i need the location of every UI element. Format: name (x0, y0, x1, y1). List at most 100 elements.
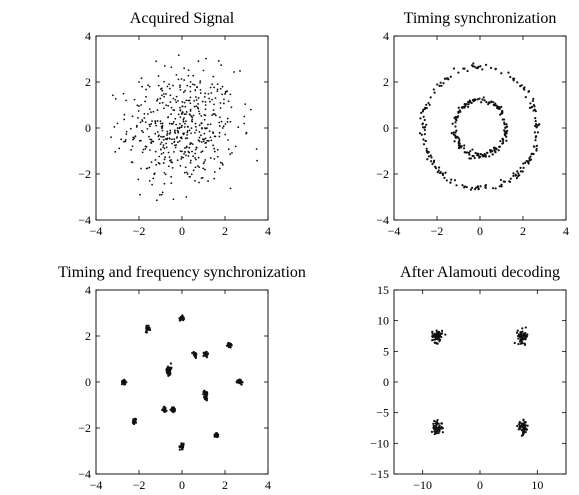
data-point (182, 442, 185, 445)
data-point (422, 115, 425, 118)
data-point (534, 110, 537, 113)
data-point (202, 140, 205, 143)
data-point (150, 123, 153, 125)
data-point (123, 379, 126, 382)
data-point (456, 136, 459, 139)
data-point (152, 140, 155, 143)
data-point (436, 83, 439, 86)
data-point (212, 144, 215, 147)
data-point (179, 86, 181, 88)
data-point (435, 329, 438, 332)
data-point (517, 342, 520, 346)
data-point (498, 107, 501, 110)
data-point (479, 185, 482, 188)
data-point (423, 118, 426, 122)
data-point (182, 132, 184, 135)
data-point (170, 159, 173, 161)
data-point (434, 427, 437, 430)
data-point (191, 351, 194, 355)
data-point (185, 146, 188, 149)
data-point (484, 184, 487, 187)
data-point (508, 180, 511, 183)
data-point (481, 154, 484, 157)
data-point (141, 85, 143, 88)
data-point (224, 123, 227, 125)
data-point (465, 185, 468, 189)
data-point (520, 422, 523, 425)
data-point (200, 151, 203, 154)
y-tick-label: 2 (85, 75, 91, 89)
data-point (184, 147, 186, 149)
data-point (463, 67, 466, 70)
data-point (205, 356, 209, 359)
data-point (522, 162, 525, 165)
data-point (536, 131, 540, 134)
data-point (423, 128, 426, 132)
data-point (185, 111, 188, 113)
data-point (457, 111, 460, 114)
data-point (125, 130, 128, 133)
data-point (523, 423, 526, 426)
data-point (167, 367, 171, 370)
data-point (187, 69, 190, 71)
data-point (467, 103, 470, 106)
x-tick-label: 4 (563, 224, 569, 238)
data-point (169, 362, 172, 365)
data-point (203, 96, 206, 98)
data-point (183, 126, 186, 128)
data-point (433, 419, 436, 423)
data-point (453, 134, 457, 137)
data-point (440, 84, 443, 87)
data-point (221, 127, 224, 129)
data-point (150, 111, 152, 114)
data-point (189, 159, 192, 162)
data-point (175, 123, 178, 126)
data-point (475, 186, 478, 189)
data-point (494, 67, 497, 70)
data-point (155, 199, 158, 202)
data-point (209, 136, 212, 139)
data-point (163, 80, 165, 83)
data-point (164, 156, 167, 158)
data-point (168, 87, 171, 90)
data-point (249, 108, 252, 111)
x-tick-label: 2 (222, 224, 228, 238)
data-point (209, 157, 212, 159)
data-point (148, 135, 150, 138)
data-point (193, 99, 196, 102)
data-point (146, 327, 150, 331)
data-point (186, 134, 188, 136)
data-point (198, 181, 201, 184)
data-point (145, 324, 148, 327)
data-point (141, 129, 143, 132)
data-point (190, 115, 193, 117)
data-point (163, 95, 165, 98)
data-point (213, 171, 216, 173)
data-point (483, 99, 486, 102)
data-point (130, 161, 133, 163)
data-point (187, 155, 190, 157)
data-point (179, 315, 182, 319)
data-point (123, 140, 125, 143)
data-point (526, 160, 529, 163)
data-point (132, 421, 135, 425)
data-point (148, 166, 151, 169)
data-point (113, 125, 116, 128)
data-point (202, 167, 205, 170)
data-point (243, 115, 246, 118)
data-point (189, 102, 192, 105)
data-point (437, 422, 440, 425)
data-point (166, 137, 169, 140)
data-point (179, 84, 182, 87)
data-point (479, 65, 482, 68)
data-point (425, 103, 428, 106)
data-point (424, 139, 427, 143)
data-point (152, 177, 155, 180)
data-point (183, 101, 186, 104)
data-point (204, 108, 207, 111)
data-point (158, 102, 161, 105)
data-point (463, 144, 466, 147)
data-point (431, 330, 434, 333)
data-point (524, 337, 527, 340)
data-point (212, 75, 215, 78)
